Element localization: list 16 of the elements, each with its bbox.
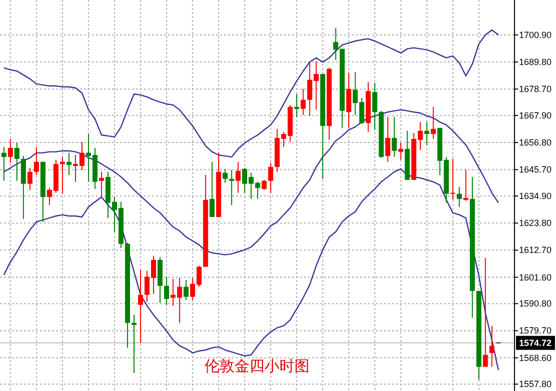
y-tick-label: 1612.70 bbox=[519, 245, 552, 256]
y-tick-label: 1667.90 bbox=[519, 110, 552, 120]
y-tick-label: 1634.90 bbox=[519, 190, 552, 201]
y-tick-label: 1623.80 bbox=[519, 218, 552, 228]
y-tick-label: 1557.80 bbox=[519, 379, 552, 390]
y-tick-label: 1579.70 bbox=[519, 326, 552, 336]
y-tick-label: 1645.70 bbox=[519, 164, 552, 175]
title: 伦敦金四小时图 bbox=[204, 357, 310, 375]
y-tick-label: 1601.60 bbox=[519, 272, 552, 282]
y-tick-label: 1568.60 bbox=[519, 352, 552, 363]
y-tick-label: 1689.80 bbox=[519, 56, 552, 67]
y-tick-label: 1590.80 bbox=[519, 298, 552, 309]
ref-line-label: 1574.72 bbox=[519, 338, 552, 348]
y-tick-label: 1700.90 bbox=[519, 30, 552, 40]
y-tick-label: 1678.70 bbox=[519, 84, 552, 94]
y-tick-label: 1656.80 bbox=[519, 138, 552, 148]
